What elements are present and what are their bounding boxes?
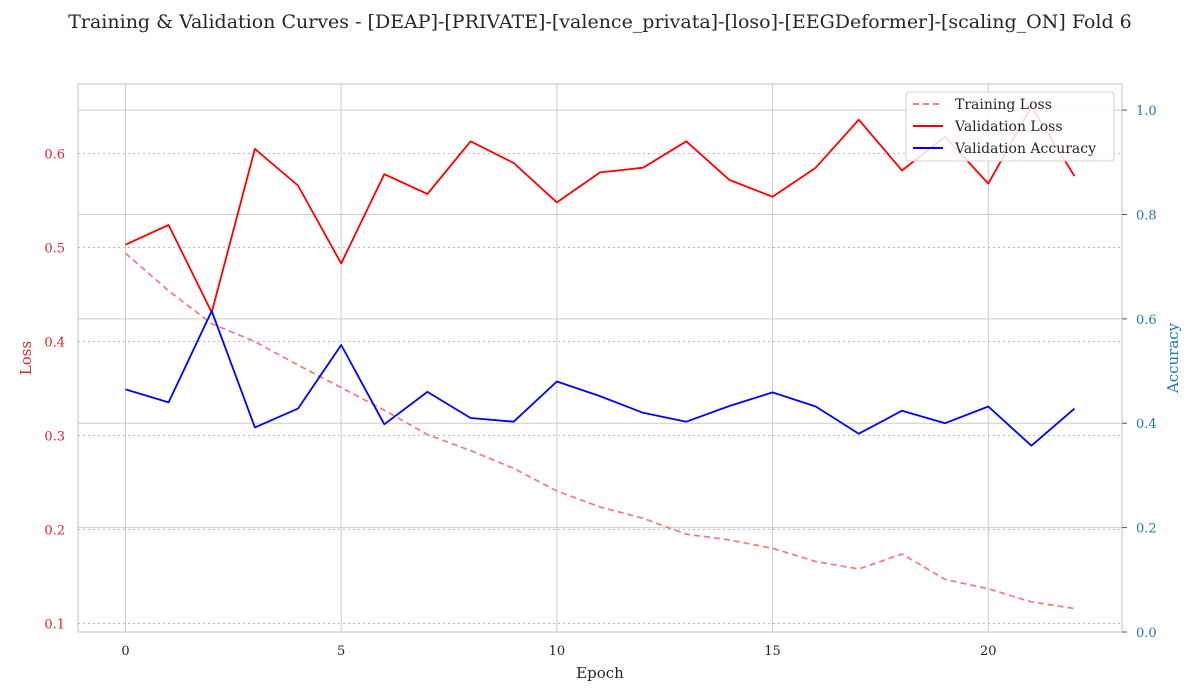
y-right-tick-label: 0.0 [1136, 626, 1157, 641]
y-right-tick-label: 0.2 [1136, 522, 1157, 537]
ticks-layer: 0 5 10 15 20 0.1 0.2 0.3 0.4 0.5 0.6 0.0 0.2 0.4 0.6 0.… [44, 104, 1156, 659]
legend-label-validation-loss: Validation Loss [954, 119, 1063, 135]
y-left-tick-label: 0.2 [44, 524, 65, 539]
legend-label-validation-accuracy: Validation Accuracy [954, 141, 1096, 157]
legend: Training Loss Validation Loss Validation… [905, 91, 1115, 162]
grid-layer [78, 84, 1122, 633]
x-axis-label: Epoch [576, 664, 624, 682]
x-tick-label: 0 [121, 644, 129, 659]
series-line-validation-accuracy [125, 310, 1076, 447]
y-right-tick-label: 0.4 [1136, 417, 1157, 432]
y-right-tick-label: 0.6 [1136, 313, 1157, 328]
y-axis-label-left: Loss [17, 341, 35, 375]
plot-area [77, 83, 1123, 633]
y-left-tick-label: 0.6 [44, 148, 65, 163]
y-left-tick-label: 0.3 [44, 430, 65, 445]
chart-title: Training & Validation Curves - [DEAP]-[P… [68, 11, 1132, 33]
x-tick-label: 20 [980, 644, 997, 659]
y-right-tick-label: 1.0 [1136, 104, 1157, 119]
y-right-tick-label: 0.8 [1136, 208, 1157, 223]
x-tick-label: 15 [764, 644, 781, 659]
y-axis-label-right: Accuracy [1164, 322, 1182, 394]
x-tick-label: 10 [549, 644, 566, 659]
legend-box [905, 91, 1115, 162]
y-left-tick-label: 0.5 [44, 242, 65, 257]
y-left-tick-label: 0.1 [44, 618, 65, 633]
series-line-training-loss [124, 252, 1075, 610]
y-left-tick-label: 0.4 [44, 336, 65, 351]
x-tick-label: 5 [337, 644, 345, 659]
legend-label-training-loss: Training Loss [955, 97, 1052, 113]
